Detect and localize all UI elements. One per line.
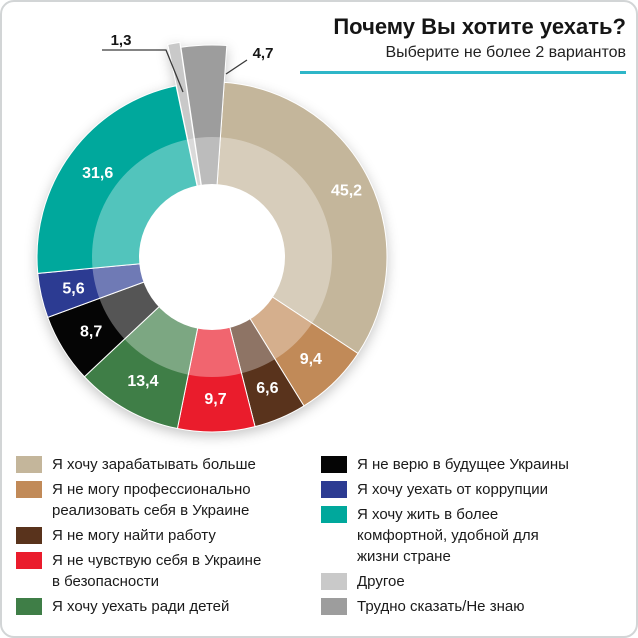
legend-column-left: Я хочу зарабатывать больше Я не могу проф…	[16, 454, 321, 617]
legend-swatch	[16, 481, 42, 498]
legend-label: Я не чувствую себя в Украине в безопасно…	[52, 552, 262, 590]
callout-label: 4,7	[253, 45, 274, 62]
legend-label: Я хочу зарабатывать больше	[52, 456, 256, 473]
legend-label: Я не могу профессионально реализовать се…	[52, 481, 251, 519]
legend-item: Я хочу жить в более комфортной, удобной …	[321, 504, 630, 567]
chart-title: Почему Вы хотите уехать?	[333, 14, 626, 39]
legend-swatch	[321, 456, 347, 473]
slice-value-label: 31,6	[82, 165, 113, 182]
slice-value-label: 9,4	[300, 351, 322, 368]
legend-label: Я хочу уехать от коррупции	[357, 481, 548, 498]
chart-subtitle: Выберите не более 2 вариантов	[385, 44, 626, 61]
legend-swatch	[321, 506, 347, 523]
legend-item: Я не верю в будущее Украины	[321, 454, 630, 475]
legend-swatch	[321, 598, 347, 615]
donut-value-labels: 45,2 9,4 6,6 9,7 13,4 8,7 5,6 31,6	[62, 165, 362, 408]
legend-item: Я не могу профессионально реализовать се…	[16, 479, 321, 521]
slice-value-label: 5,6	[62, 280, 84, 297]
legend-swatch	[321, 573, 347, 590]
callout-label: 1,3	[111, 32, 132, 49]
legend-item: Я хочу уехать ради детей	[16, 596, 321, 617]
callout-leader	[225, 59, 248, 75]
legend-item: Трудно сказать/Не знаю	[321, 596, 630, 617]
legend-label: Трудно сказать/Не знаю	[357, 598, 525, 615]
legend-column-right: Я не верю в будущее Украины Я хочу уехать…	[321, 454, 630, 617]
legend: Я хочу зарабатывать больше Я не могу проф…	[16, 454, 630, 617]
legend-item: Я не могу найти работу	[16, 525, 321, 546]
slice-value-label: 13,4	[127, 373, 158, 390]
legend-swatch	[16, 598, 42, 615]
slice-value-label: 6,6	[256, 380, 278, 397]
legend-swatch	[321, 481, 347, 498]
legend-label: Я не могу найти работу	[52, 527, 216, 544]
legend-item: Другое	[321, 571, 630, 592]
legend-label: Другое	[357, 573, 405, 590]
chart-header: Почему Вы хотите уехать? Выберите не бол…	[252, 14, 626, 63]
slice-value-label: 9,7	[204, 391, 226, 408]
callout-leader	[102, 49, 184, 93]
legend-item: Я хочу зарабатывать больше	[16, 454, 321, 475]
legend-label: Я хочу жить в более комфортной, удобной …	[357, 506, 539, 565]
donut-hole	[139, 184, 285, 330]
accent-rule	[300, 71, 626, 74]
legend-swatch	[16, 456, 42, 473]
legend-label: Я хочу уехать ради детей	[52, 598, 230, 615]
legend-item: Я не чувствую себя в Украине в безопасно…	[16, 550, 321, 592]
legend-label: Я не верю в будущее Украины	[357, 456, 569, 473]
legend-swatch	[16, 527, 42, 544]
donut-chart: 45,2 9,4 6,6 9,7 13,4 8,7 5,6 31,6 1,3 4,7	[36, 32, 388, 433]
legend-item: Я хочу уехать от коррупции	[321, 479, 630, 500]
slice-value-label: 8,7	[80, 324, 102, 341]
legend-swatch	[16, 552, 42, 569]
slice-value-label: 45,2	[331, 183, 362, 200]
